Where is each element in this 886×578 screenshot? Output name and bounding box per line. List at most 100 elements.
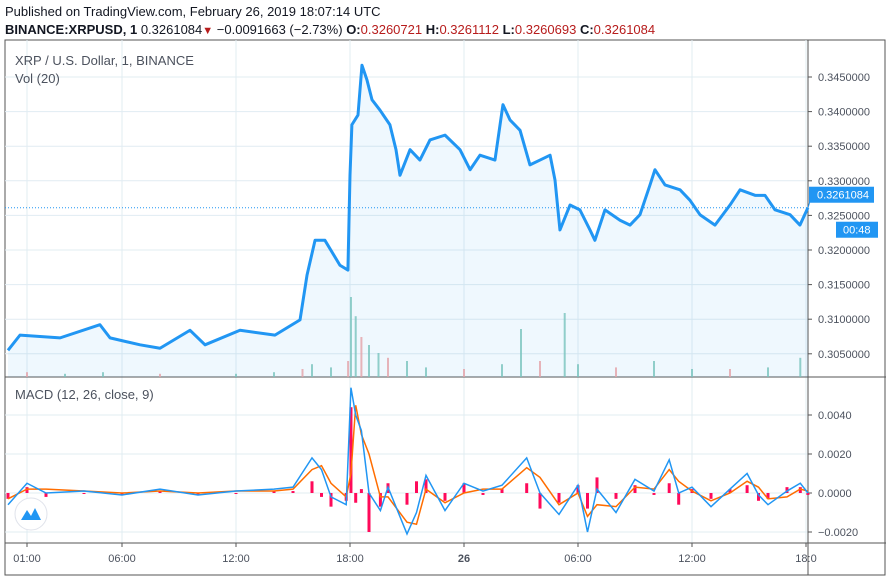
volume-bar — [653, 361, 655, 377]
volume-bar — [360, 337, 363, 377]
macd-histogram-bar — [667, 483, 671, 493]
macd-histogram-bar — [443, 493, 447, 501]
x-tick-label: 18:0 — [795, 553, 816, 565]
y-tick-label: 0.3100000 — [818, 314, 870, 326]
countdown-label-bg — [836, 221, 878, 238]
high-label: H: — [425, 22, 440, 37]
macd-histogram-bar — [120, 493, 124, 495]
volume-bar — [330, 367, 332, 377]
x-tick-label: 12:00 — [678, 553, 706, 565]
volume-bar — [311, 364, 313, 377]
price-line — [6, 63, 810, 352]
macd-histogram-bar — [595, 477, 599, 493]
volume-bar — [387, 357, 389, 377]
x-tick-label: 26 — [458, 553, 470, 565]
macd-histogram-bar — [25, 487, 29, 493]
y-tick-label: 0.3350000 — [818, 141, 870, 153]
volume-bar — [539, 361, 541, 377]
volume-bar — [615, 367, 617, 377]
macd-histogram-bar — [709, 493, 713, 499]
tradingview-logo-icon — [21, 508, 41, 520]
volume-bar — [368, 345, 370, 377]
macd-histogram-bar — [614, 493, 618, 499]
volume-bar — [520, 329, 522, 377]
x-tick-label: 06:00 — [108, 553, 136, 565]
macd-histogram-bar — [82, 493, 86, 494]
last-price-label: 0.3261084 — [817, 190, 869, 202]
volume-bar — [64, 373, 66, 377]
x-tick-label: 18:00 — [336, 553, 364, 565]
macd-histogram-bar — [415, 481, 418, 493]
macd-histogram-bar — [766, 493, 770, 499]
macd-histogram-bar — [272, 491, 276, 493]
symbol: BINANCE:XRPUSD, 1 — [5, 22, 138, 37]
triangle-down-icon: ▼ — [202, 25, 214, 37]
volume-bar — [377, 353, 380, 377]
macd-histogram-bar — [329, 493, 333, 507]
macd-histogram-bar — [424, 479, 428, 493]
y-tick-label: 0.3150000 — [818, 280, 870, 292]
macd-histogram-bar — [481, 493, 485, 495]
macd-histogram-bar — [557, 493, 561, 503]
macd-histogram-bar — [310, 481, 314, 493]
macd-histogram-bar — [291, 491, 295, 493]
macd-histogram-bar — [354, 493, 358, 503]
macd-histogram-bar — [367, 493, 371, 532]
macd-legend: MACD (12, 26, close, 9) — [15, 387, 154, 402]
volume-legend: Vol (20) — [15, 71, 60, 86]
macd-histogram-bar — [405, 493, 409, 505]
macd-histogram-bar — [44, 493, 48, 497]
y-tick-label: 0.3300000 — [818, 176, 870, 188]
open-value: 0.3260721 — [360, 22, 423, 37]
volume-bar — [159, 373, 161, 377]
volume-bar — [463, 369, 465, 377]
last-price-label-bg — [809, 186, 874, 203]
volume-bar — [767, 367, 769, 377]
macd-histogram-bar — [349, 407, 353, 493]
volume-bar — [301, 369, 304, 377]
macd-histogram-bar — [745, 485, 749, 493]
x-tick-label: 01:00 — [13, 553, 41, 565]
volume-bar — [501, 364, 503, 377]
macd-histogram-bar — [359, 489, 363, 493]
volume-bar — [799, 357, 802, 377]
macd-tick-label: 0.0040 — [818, 410, 852, 422]
macd-histogram-bar — [525, 483, 529, 493]
volume-bar — [235, 373, 237, 377]
price-area — [8, 65, 808, 378]
macd-tick-label: −0.0020 — [818, 527, 858, 539]
y-tick-label: 0.3400000 — [818, 107, 870, 119]
volume-bar — [729, 369, 731, 377]
volume-bar — [354, 316, 357, 377]
macd-histogram-bar — [378, 493, 382, 507]
volume-bar — [349, 297, 352, 377]
x-tick-label: 06:00 — [564, 553, 592, 565]
symbol-info: BINANCE:XRPUSD, 1 0.3261084▼ −0.0091663 … — [5, 22, 655, 37]
macd-histogram-bar — [538, 493, 542, 509]
macd-histogram-bar — [234, 493, 238, 494]
macd-histogram-bar — [462, 483, 466, 493]
y-tick-label: 0.3450000 — [818, 72, 870, 84]
volume-bar — [102, 372, 104, 377]
low-label: L: — [502, 22, 515, 37]
macd-histogram-bar — [576, 485, 580, 493]
macd-histogram-bar — [785, 487, 789, 493]
macd-histogram-bar — [586, 493, 589, 509]
macd-histogram-bar — [633, 485, 637, 493]
macd-tick-label: 0.0020 — [818, 449, 852, 461]
price-change: −0.0091663 (−2.73%) — [216, 22, 343, 37]
low-value: 0.3260693 — [514, 22, 577, 37]
close-label: C: — [579, 22, 594, 37]
macd-histogram-bar — [798, 487, 802, 493]
macd-histogram-bar — [677, 493, 681, 505]
chart-title: XRP / U.S. Dollar, 1, BINANCE — [15, 53, 194, 68]
last-price: 0.3261084 — [140, 22, 203, 37]
chart-frame — [4, 39, 886, 576]
macd-histogram-bar — [652, 493, 656, 495]
macd-tick-label: 0.0000 — [818, 488, 852, 500]
y-tick-label: 0.3250000 — [818, 210, 870, 222]
volume-bar — [347, 361, 350, 377]
published-note: Published on TradingView.com, February 2… — [5, 4, 381, 19]
macd-histogram-bar — [320, 493, 323, 497]
